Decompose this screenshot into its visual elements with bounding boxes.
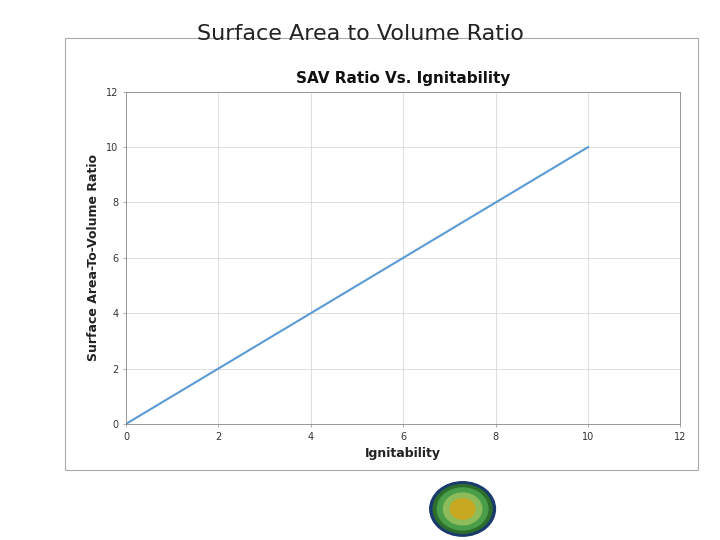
Circle shape (430, 482, 495, 536)
Text: Administration: Administration (529, 516, 628, 529)
Y-axis label: Surface Area-To-Volume Ratio: Surface Area-To-Volume Ratio (87, 154, 100, 361)
Text: Development of a Flammability Test for Magnesium Alloys: Development of a Flammability Test for M… (18, 493, 302, 503)
Circle shape (433, 484, 492, 534)
Circle shape (437, 488, 488, 530)
Circle shape (450, 499, 475, 519)
Text: 33 of 44: 33 of 44 (643, 502, 695, 516)
Text: June 25, 2014: June 25, 2014 (18, 516, 86, 526)
Title: SAV Ratio Vs. Ignitability: SAV Ratio Vs. Ignitability (296, 71, 510, 86)
X-axis label: Ignitability: Ignitability (365, 447, 441, 460)
Circle shape (444, 493, 482, 525)
Text: Federal Aviation: Federal Aviation (529, 491, 637, 504)
Text: Surface Area to Volume Ratio: Surface Area to Volume Ratio (197, 24, 523, 44)
